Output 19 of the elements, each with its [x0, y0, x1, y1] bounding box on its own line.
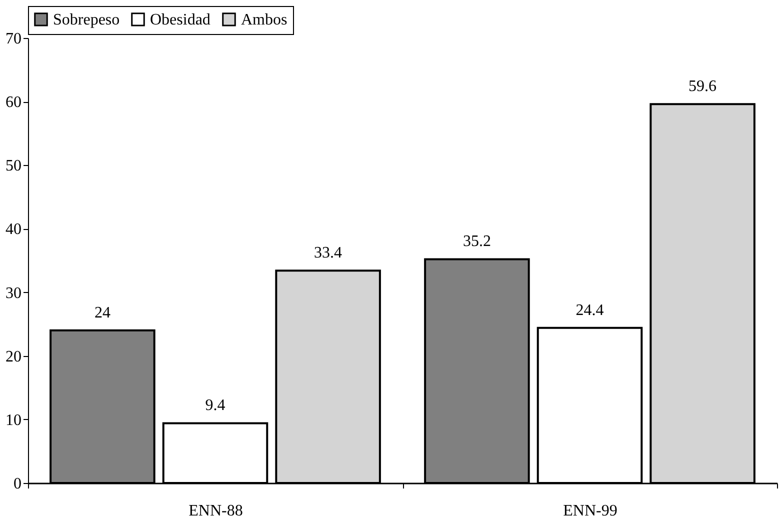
legend-label: Sobrepeso	[53, 11, 120, 28]
data-label: 33.4	[314, 244, 342, 262]
y-tick-label: 70	[6, 30, 22, 48]
y-tick-label: 10	[6, 412, 22, 429]
legend-label: Obesidad	[150, 11, 210, 28]
x-tick-label: ENN-99	[563, 502, 618, 520]
data-label: 24	[94, 304, 110, 322]
y-tick-label: 40	[6, 221, 22, 238]
y-tick-label: 50	[6, 158, 22, 175]
y-tick-label: 60	[6, 94, 22, 112]
data-label: 35.2	[462, 233, 491, 250]
y-tick-label: 20	[6, 348, 22, 366]
y-tick-label: 0	[14, 476, 22, 492]
data-label: 59.6	[688, 78, 717, 96]
legend-label: Ambos	[241, 11, 288, 28]
x-tick-label: ENN-88	[188, 502, 243, 520]
data-label: 9.4	[205, 397, 226, 414]
data-label: 24.4	[576, 302, 604, 319]
y-tick-label: 30	[6, 284, 22, 302]
